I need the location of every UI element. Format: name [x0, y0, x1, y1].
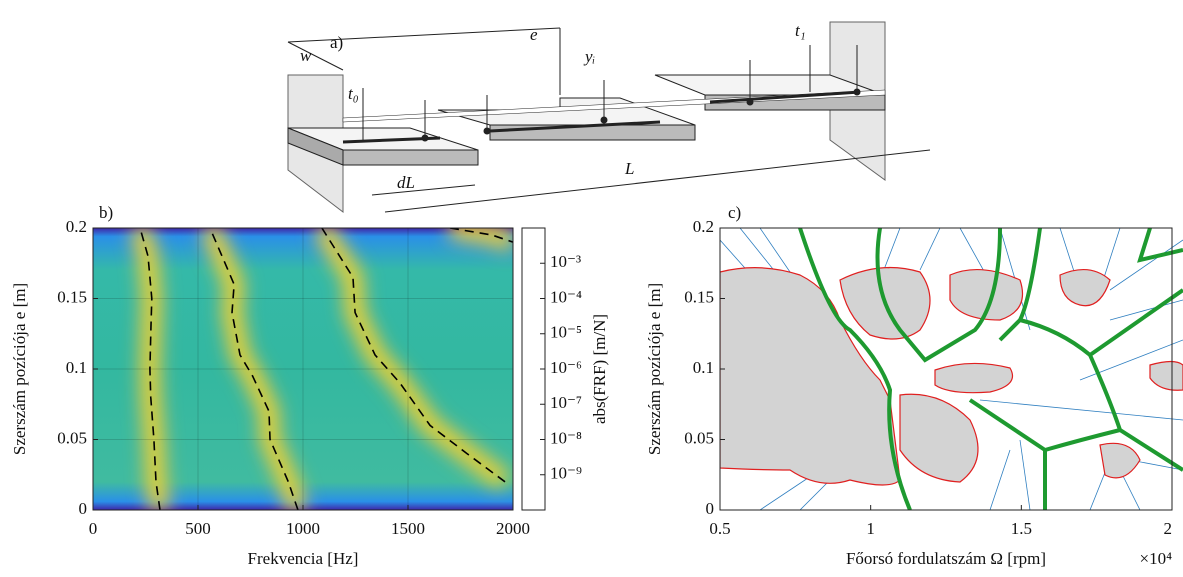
y-tick-label: 0.15	[684, 287, 714, 306]
y-tick-label: 0	[79, 499, 88, 518]
diagram-label: L	[624, 159, 634, 178]
x-tick-label: 1	[866, 519, 875, 538]
x-axis-label: Főorsó fordulatszám Ω [rpm]	[846, 549, 1046, 568]
x-tick-label: 0.5	[709, 519, 730, 538]
x-tick-label: 500	[185, 519, 211, 538]
x-tick-label: 2	[1164, 519, 1173, 538]
y-tick-label: 0.05	[684, 428, 714, 447]
x-tick-label: 1000	[286, 519, 320, 538]
stability-map	[720, 228, 1183, 510]
diagram-label: t₀	[348, 84, 359, 103]
y-tick-label: 0.2	[693, 217, 714, 236]
plot-frame	[719, 227, 1173, 511]
x-tick-label: 0	[89, 519, 98, 538]
diagram-label: dL	[397, 173, 415, 192]
x-tick-label: 2000	[496, 519, 530, 538]
beam-diagram	[287, 21, 931, 214]
colorbar-label: abs(FRF) [m/N]	[590, 314, 609, 424]
colorbar-tick-label: 10⁻⁶	[550, 358, 582, 377]
axis-multiplier: ×10⁴	[1139, 549, 1172, 568]
colorbar-tick-label: 10⁻⁴	[550, 287, 582, 306]
x-tick-label: 1500	[391, 519, 425, 538]
colorbar-tick-label: 10⁻⁷	[550, 393, 582, 412]
y-tick-label: 0.15	[57, 287, 87, 306]
colorbar-tick-label: 10⁻⁹	[550, 464, 582, 483]
panel-label: c)	[728, 203, 741, 222]
y-axis-label: Szerszám pozíciója e [m]	[10, 283, 29, 455]
colorbar-tick-label: 10⁻⁵	[550, 323, 582, 342]
y-axis-label: Szerszám pozíciója e [m]	[645, 283, 664, 455]
diagram-label: w	[300, 46, 312, 65]
plot-frame	[92, 227, 514, 511]
resonance-curve	[139, 228, 161, 510]
panel-label: a)	[330, 33, 343, 52]
x-axis-label: Frekvencia [Hz]	[248, 549, 359, 568]
y-tick-label: 0.05	[57, 428, 87, 447]
colorbar-tick-label: 10⁻⁸	[550, 428, 582, 447]
panel-label: b)	[99, 203, 113, 222]
resonance-core	[449, 228, 513, 245]
x-tick-label: 1.5	[1011, 519, 1032, 538]
y-tick-label: 0.2	[66, 217, 87, 236]
y-tick-label: 0.1	[66, 358, 87, 377]
y-tick-label: 0.1	[693, 358, 714, 377]
diagram-label: t₁	[795, 21, 806, 40]
colorbar-tick-label: 10⁻³	[550, 252, 581, 271]
resonance-curve	[209, 228, 299, 510]
resonance-curve	[321, 228, 506, 483]
diagram-label: yᵢ	[583, 47, 595, 66]
diagram-label: e	[530, 25, 538, 44]
y-tick-label: 0	[706, 499, 715, 518]
